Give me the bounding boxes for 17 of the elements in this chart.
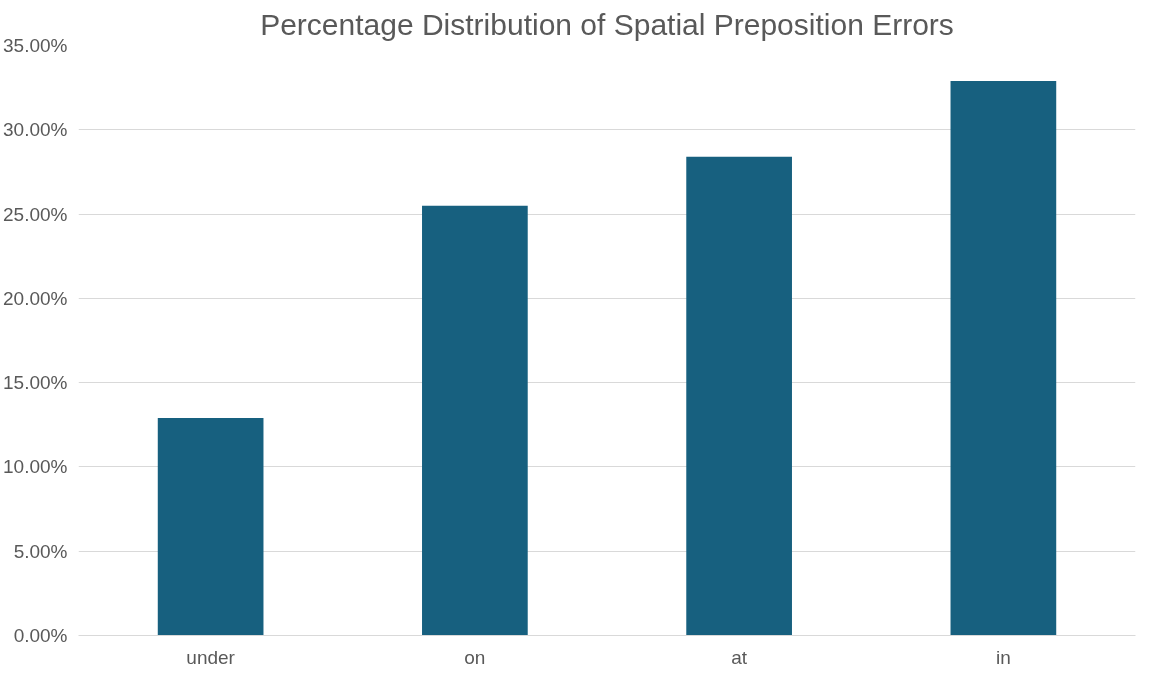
y-tick-label: 15.00%: [3, 372, 68, 394]
y-tick-label: 5.00%: [13, 540, 68, 562]
bar: [422, 205, 528, 636]
y-tick-label: 35.00%: [3, 35, 68, 56]
x-tick-label: at: [731, 646, 748, 668]
chart-title: Percentage Distribution of Spatial Preposition Errors: [260, 7, 954, 41]
x-tick-label: in: [995, 646, 1011, 668]
bar: [157, 418, 264, 636]
bar: [950, 80, 1057, 636]
y-tick-label: 25.00%: [3, 203, 68, 225]
y-tick-label: 10.00%: [3, 456, 68, 478]
x-tick-label: under: [186, 646, 236, 668]
y-tick-label: 0.00%: [13, 625, 68, 646]
x-tick-label: on: [464, 646, 486, 668]
bar: [686, 156, 792, 636]
y-tick-label: 30.00%: [3, 119, 68, 141]
y-tick-label: 20.00%: [3, 287, 68, 309]
